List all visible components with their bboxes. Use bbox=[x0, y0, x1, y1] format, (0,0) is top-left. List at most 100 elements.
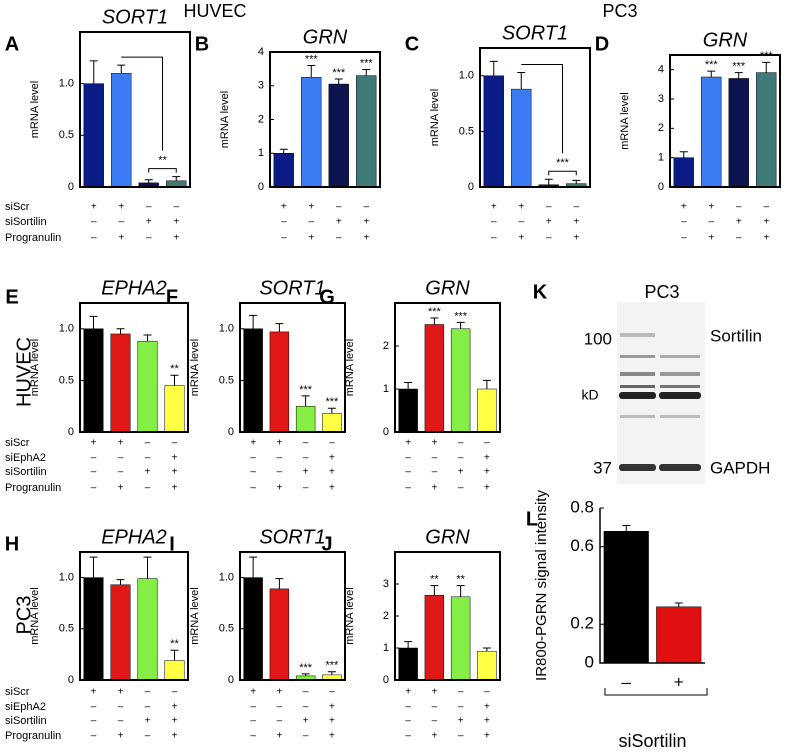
y-tick-label: 0.5 bbox=[59, 129, 74, 141]
condition-sign: – bbox=[303, 453, 309, 464]
condition-sign: – bbox=[146, 233, 152, 244]
condition-sign: – bbox=[250, 702, 256, 713]
condition-sign: – bbox=[573, 202, 579, 213]
bar bbox=[656, 606, 702, 664]
condition-name: siEphA2 bbox=[5, 452, 46, 464]
significance: *** bbox=[325, 660, 339, 672]
bar bbox=[110, 584, 131, 681]
y-tick-label: 0.2 bbox=[570, 614, 594, 633]
error-bar bbox=[327, 671, 336, 675]
condition-sign: – bbox=[484, 438, 490, 449]
error-bar bbox=[170, 374, 179, 386]
condition-sign: – bbox=[405, 483, 411, 494]
condition-sign: + bbox=[708, 233, 714, 244]
condition-sign: – bbox=[363, 202, 369, 213]
condition-sign: + bbox=[276, 731, 282, 742]
bracket bbox=[148, 168, 177, 173]
condition-sign: – bbox=[484, 687, 490, 698]
y-tick-label: 0.5 bbox=[59, 623, 74, 635]
y-tick-label: 4 bbox=[258, 46, 264, 58]
condition-sign: – bbox=[118, 716, 124, 727]
bar bbox=[398, 388, 418, 433]
chart-title: SORT1 bbox=[502, 22, 568, 44]
condition-sign: – bbox=[546, 202, 552, 213]
x-tick-label: + bbox=[674, 672, 684, 691]
condition-sign: – bbox=[546, 233, 552, 244]
condition-sign: – bbox=[708, 217, 714, 228]
y-tick-label: 0 bbox=[68, 426, 74, 438]
condition-name: siSortilin bbox=[5, 715, 47, 727]
condition-sign: + bbox=[118, 233, 124, 244]
bar bbox=[511, 88, 532, 188]
error-bar bbox=[275, 578, 284, 589]
y-tick-label: 2 bbox=[383, 610, 389, 622]
bar bbox=[328, 83, 349, 188]
error-bar bbox=[482, 379, 491, 389]
y-tick-label: 2 bbox=[383, 340, 389, 352]
error-bar bbox=[249, 314, 258, 329]
condition-sign: + bbox=[491, 202, 497, 213]
panel-letter: A bbox=[5, 33, 19, 55]
condition-sign: – bbox=[145, 731, 151, 742]
condition-sign: + bbox=[172, 702, 178, 713]
panel-letter: E bbox=[5, 286, 18, 308]
significance: *** bbox=[454, 310, 468, 322]
axis bbox=[599, 508, 705, 664]
y-tick-label: 1.0 bbox=[59, 323, 74, 335]
condition-sign: + bbox=[329, 702, 335, 713]
bar bbox=[424, 324, 445, 433]
condition-sign: + bbox=[484, 716, 490, 727]
panel-letter: B bbox=[195, 33, 209, 55]
chart-title: SORT1 bbox=[259, 277, 325, 299]
bar bbox=[728, 78, 749, 188]
frame bbox=[479, 47, 591, 188]
significance: *** bbox=[332, 67, 346, 79]
bar bbox=[477, 650, 497, 681]
y-tick-label: 0 bbox=[585, 652, 594, 671]
y-tick-label: 0 bbox=[68, 674, 74, 686]
panel-letter: G bbox=[319, 286, 335, 308]
condition-sign: + bbox=[91, 202, 97, 213]
unit-label: kD bbox=[581, 387, 598, 403]
blot bbox=[617, 302, 705, 484]
condition-sign: + bbox=[173, 217, 179, 228]
bracket bbox=[521, 63, 563, 154]
condition-sign: + bbox=[118, 438, 124, 449]
condition-sign: + bbox=[484, 467, 490, 478]
condition-sign: – bbox=[172, 687, 178, 698]
error-bar bbox=[89, 556, 98, 578]
condition-sign: – bbox=[172, 438, 178, 449]
column-header: PC3 bbox=[602, 1, 637, 21]
chart-title: SORT1 bbox=[259, 526, 325, 548]
condition-sign: – bbox=[277, 716, 283, 727]
significance: ** bbox=[170, 638, 179, 650]
condition-sign: + bbox=[118, 202, 124, 213]
condition-sign: – bbox=[308, 217, 314, 228]
x-tick-label: – bbox=[622, 672, 632, 691]
row-label: PC3 bbox=[13, 596, 35, 635]
condition-sign: – bbox=[491, 233, 497, 244]
condition-sign: + bbox=[329, 731, 335, 742]
row-label: HUVEC bbox=[13, 337, 35, 407]
error-bar bbox=[89, 315, 98, 329]
condition-sign: – bbox=[329, 687, 335, 698]
y-tick-label: 0 bbox=[383, 426, 389, 438]
condition-sign: – bbox=[458, 731, 464, 742]
group-bracket bbox=[604, 688, 708, 696]
y-tick-label: 0 bbox=[258, 181, 264, 193]
y-tick-label: 1.0 bbox=[59, 572, 74, 584]
condition-name: siScr bbox=[5, 201, 30, 213]
condition-sign: + bbox=[118, 731, 124, 742]
condition-sign: + bbox=[484, 702, 490, 713]
y-tick-label: 3 bbox=[658, 93, 664, 105]
error-bar bbox=[489, 60, 498, 76]
condition-sign: – bbox=[250, 483, 256, 494]
panel-letter: I bbox=[169, 533, 175, 555]
y-tick-label: 1 bbox=[383, 642, 389, 654]
panel-letter: D bbox=[595, 33, 609, 55]
error-bar bbox=[143, 556, 152, 579]
condition-sign: + bbox=[431, 731, 437, 742]
condition-sign: – bbox=[91, 702, 97, 713]
error-bar bbox=[144, 179, 153, 183]
condition-sign: – bbox=[91, 233, 97, 244]
